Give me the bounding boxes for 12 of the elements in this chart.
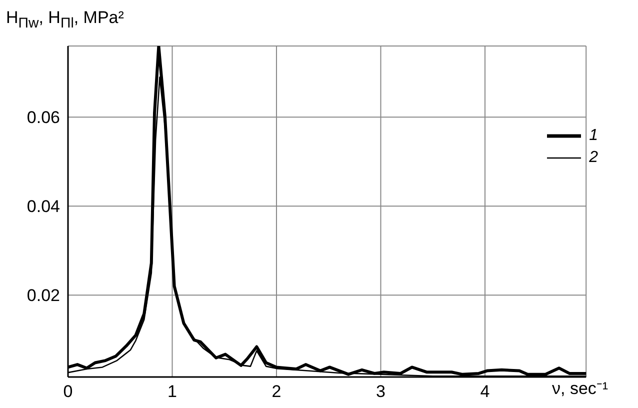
- legend-label: 2: [589, 149, 598, 167]
- y-tick-label: 0.06: [26, 108, 60, 128]
- y-axis-title: H$_{Πw}$, H$_{Πl}$, MPa²: [6, 8, 124, 32]
- x-tick-label: 1: [168, 382, 177, 402]
- y-tick-label: 0.02: [26, 286, 60, 306]
- x-axis-title: ν, sec⁻¹: [552, 378, 608, 399]
- x-tick-label: 3: [376, 382, 386, 402]
- x-tick-label: 2: [272, 382, 282, 402]
- legend-label: 1: [589, 127, 598, 145]
- y-tick-label: 0.04: [26, 197, 60, 216]
- x-tick-label: 0: [63, 382, 73, 402]
- x-tick-label: 4: [480, 382, 490, 402]
